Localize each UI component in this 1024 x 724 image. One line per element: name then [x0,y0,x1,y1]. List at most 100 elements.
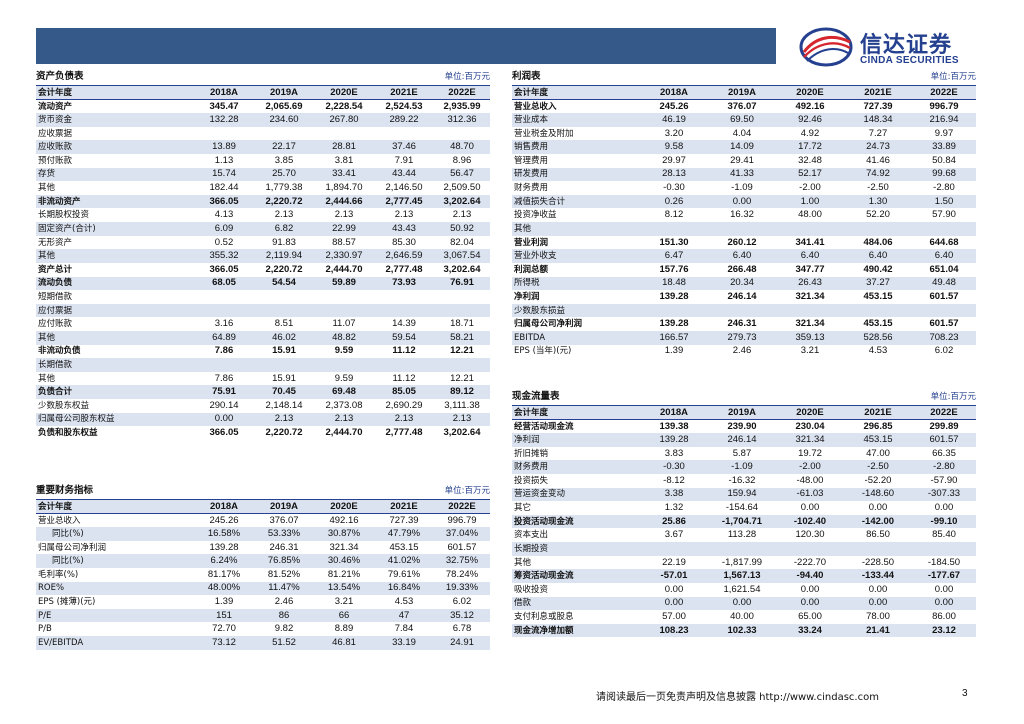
table-cell: 159.94 [708,487,776,502]
table-cell [374,303,434,318]
data-table: 会计年度 2018A 2019A 2020E 2021E 2022E 营业总收入 245.26… [36,500,490,650]
table-cell: 86 [254,608,314,623]
table-cell: 2,524.53 [385,100,423,112]
table-cell: 3.21 [334,596,354,608]
table-cell: 151 [194,608,254,623]
table-cell: 296.85 [863,420,893,432]
table-cell: 279.73 [708,330,776,345]
table-cell: 2.13 [314,412,374,427]
row-label: 净利润 [512,433,640,447]
table-cell: 2.13 [274,209,294,221]
table-row: 研发费用 28.13 41.33 52.17 74.92 99.68 [512,167,976,182]
table-cell: 727.39 [863,100,893,112]
table-cell: -148.60 [844,487,912,502]
table-cell [314,358,374,372]
row-label: 归属母公司净利润 [38,542,107,553]
row-label: 货币资金 [36,113,194,127]
table-cell: 2.46 [274,596,294,608]
table-cell: -2.00 [799,182,821,194]
row-label: 少数股东损益 [512,303,640,318]
table-unit: 单位:百万元 [444,72,490,82]
row-label: 应收账款 [36,140,194,155]
table-cell: 25.70 [254,167,314,182]
table-cell [374,127,434,141]
table-cell: 0.00 [194,412,254,427]
footer-disclaimer-link[interactable]: 请阅读最后一页免责声明及信息披露 http://www.cindasc.com [596,692,879,703]
table-cell: 376.07 [727,100,757,112]
table-cell: -228.50 [861,556,895,568]
table-row: 归属母公司净利润 139.28 246.31 321.34 453.15 601.57 [36,541,490,555]
table-row: 资产总计 366.05 2,220.72 2,444.70 2,777.48 3,202.… [36,263,490,277]
table-cell: 9.59 [334,345,354,357]
table-cell: 65.00 [798,610,822,622]
table-cell [434,303,490,318]
table-cell [708,303,776,318]
table-cell: 3.20 [664,127,684,139]
table-cell: 4.53 [394,596,414,608]
table-cell: 85.40 [932,529,956,541]
table-cell [912,222,976,236]
table-cell: 28.81 [314,140,374,155]
table-cell: 48.70 [434,140,490,155]
table-cell: 113.28 [727,529,757,541]
column-header: 2019A [254,500,314,515]
table-cell: -2.00 [776,460,844,475]
table-cell: 3.16 [214,318,234,330]
table-cell: 230.04 [795,420,825,432]
table-row: 其他 182.44 1,779.38 1,894.70 2,146.50 2,509.50 [36,181,490,195]
cash-flow-table: 现金流量表 单位:百万元 会计年度 2018A 2019A 2020E 2021E 2022E… [512,390,976,638]
table-cell: 1,779.38 [265,182,303,194]
table-cell: 25.86 [640,514,708,529]
table-cell: 3.38 [640,487,708,502]
table-cell: 85.30 [392,236,416,248]
row-label: 净利润 [514,291,540,302]
table-cell: 6.24% [194,554,254,569]
column-header: 2019A [708,406,776,421]
table-row: 少数股东损益 [512,303,976,318]
row-label: 其他 [36,249,194,263]
table-cell: 85.05 [374,385,434,400]
table-cell [374,290,434,304]
table-cell: 13.54% [314,581,374,596]
table-unit: 单位:百万元 [930,72,976,82]
table-cell: 246.14 [727,290,757,302]
table-cell: 19.72 [798,447,822,459]
table-cell: 2.13 [374,412,434,427]
table-cell: 341.41 [795,236,825,248]
table-cell: 2,119.94 [254,249,314,263]
row-label: EV/EBITDA [36,636,194,650]
row-label: 归属母公司净利润 [514,319,583,330]
table-cell: 3.21 [800,345,820,357]
table-cell: 239.90 [727,420,757,432]
column-header: 会计年度 [512,406,640,421]
table-cell: 1.32 [664,502,684,514]
table-cell: 28.13 [640,167,708,182]
table-cell: 91.83 [272,236,296,248]
table-cell: -2.80 [912,460,976,475]
table-row: 应收账款 13.89 22.17 28.81 37.46 48.70 [36,140,490,155]
table-cell: 47.79% [374,527,434,541]
table-cell: 139.28 [640,433,708,447]
table-cell: 74.92 [844,167,912,182]
table-cell: 8.96 [452,154,472,166]
table-cell [254,127,314,141]
row-label: 短期借款 [38,291,73,302]
row-label: 负债合计 [36,385,194,400]
table-cell: 57.90 [932,209,956,221]
table-cell: 7.91 [394,154,414,166]
table-cell: -16.32 [728,474,756,486]
table-cell: -57.01 [640,569,708,583]
row-label: 毛利率(%) [38,569,79,580]
column-header: 2020E [776,86,844,101]
row-label: EPS (当年)(元) [514,346,572,357]
row-label: 营业外收支 [512,249,640,263]
table-cell: 0.00 [868,502,888,514]
table-cell: 1.00 [776,194,844,209]
table-cell: 0.52 [214,236,234,248]
table-cell: 30.87% [314,527,374,541]
table-cell: -52.20 [864,474,892,486]
table-cell: 2,777.48 [385,427,423,439]
table-row: 其他 355.32 2,119.94 2,330.97 2,646.59 3,067.54 [36,249,490,263]
table-row: 应付票据 [36,303,490,318]
table-cell: 3,111.38 [444,399,480,411]
